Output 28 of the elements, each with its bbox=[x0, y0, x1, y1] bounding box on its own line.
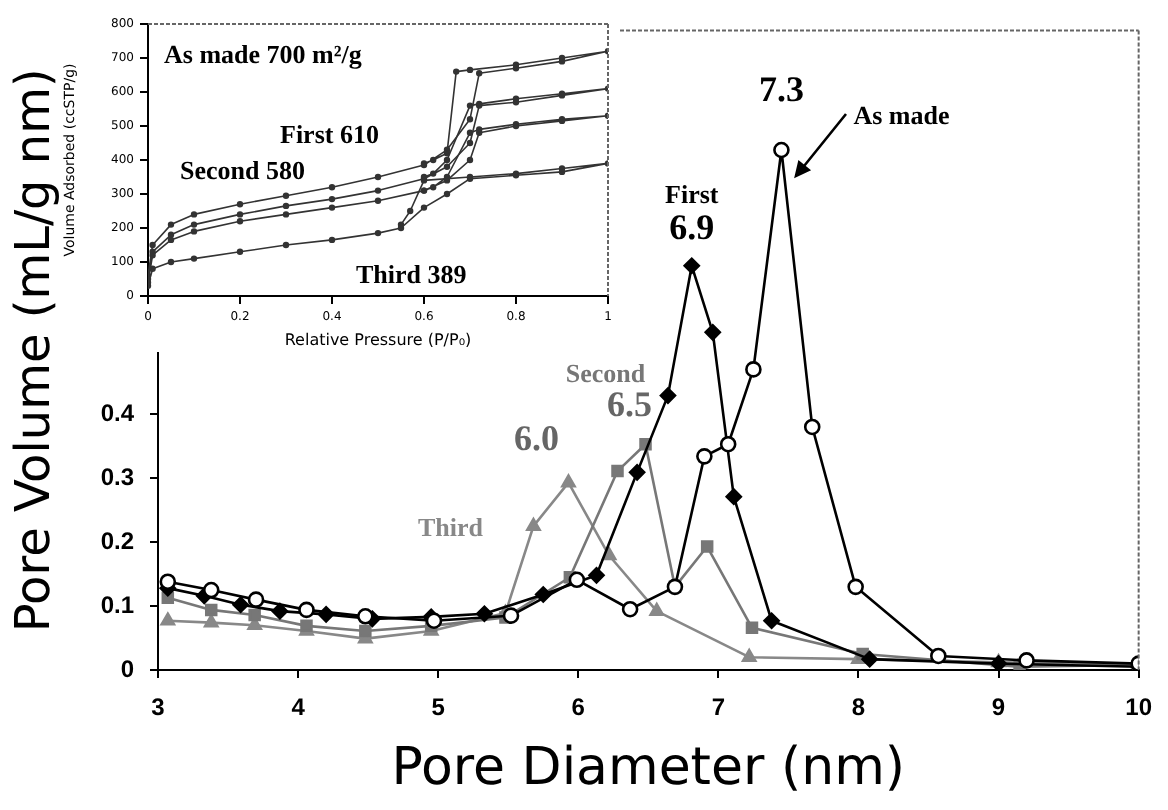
y-tick-label: 0 bbox=[120, 654, 135, 683]
x-tick-label: 10 bbox=[1125, 693, 1153, 722]
x-tick-label: 9 bbox=[991, 693, 1006, 722]
text: As made bbox=[853, 99, 950, 130]
y-tick-label: 0.1 bbox=[100, 590, 135, 619]
x-axis-title: Relative Pressure (P/P₀) bbox=[284, 330, 472, 349]
series-label: Second bbox=[565, 357, 647, 388]
annotation: 7.3 bbox=[758, 69, 804, 110]
x-tick-label: 6 bbox=[571, 693, 586, 722]
annotation: Second 580 bbox=[180, 154, 305, 185]
annotation: 6.9 bbox=[669, 207, 715, 248]
annotation: As made 700 m²/g bbox=[164, 38, 363, 69]
y-tick-label: 0.4 bbox=[100, 398, 135, 427]
x-tick-label: 8 bbox=[851, 693, 866, 722]
x-axis-title: Pore Diameter (nm) bbox=[391, 738, 906, 799]
annotation: 6.5 bbox=[607, 383, 653, 424]
x-tick-label: 7 bbox=[711, 693, 726, 722]
y-axis-title: Pore Volume (mL/g nm) bbox=[5, 68, 62, 633]
x-tick-label: 5 bbox=[431, 693, 446, 722]
x-tick-label: 3 bbox=[151, 693, 166, 722]
x-tick-label: 4 bbox=[291, 693, 306, 722]
y-tick-label: 0.2 bbox=[100, 526, 135, 555]
y-tick-label: 0.3 bbox=[100, 462, 135, 491]
text: First bbox=[665, 179, 720, 210]
annotation: Third 389 bbox=[356, 258, 468, 289]
annotation: First 610 bbox=[280, 118, 379, 149]
annotation: 6.0 bbox=[513, 417, 559, 458]
series-label: Third bbox=[417, 512, 485, 543]
